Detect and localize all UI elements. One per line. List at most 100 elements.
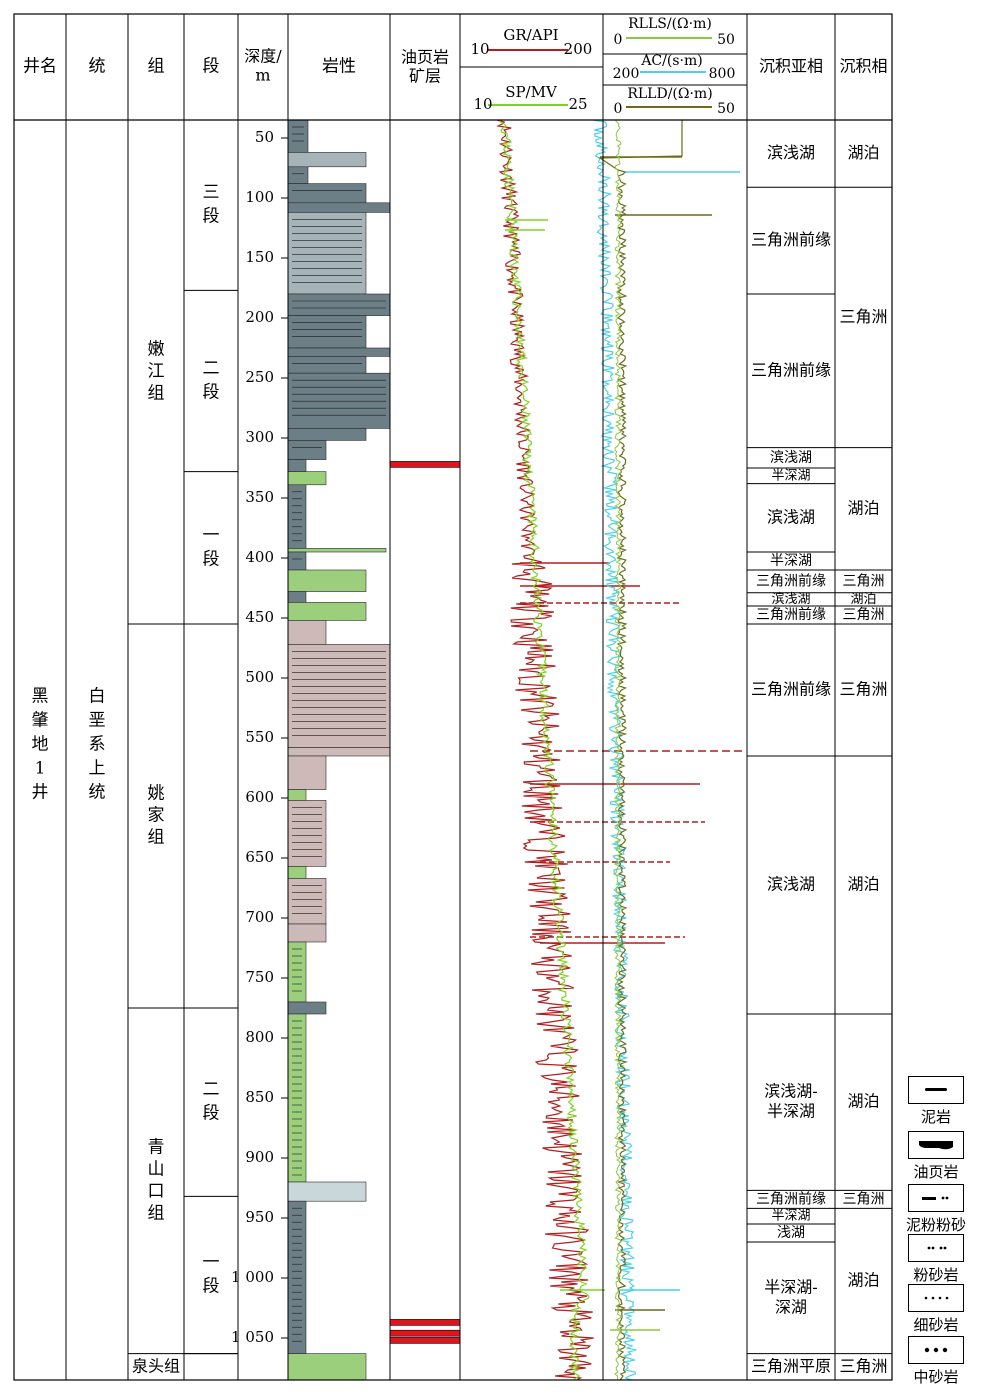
ac-min: 200 — [613, 66, 640, 82]
member-name: 三 — [203, 183, 220, 203]
member-name: 段 — [203, 1104, 220, 1124]
header-system: 统 — [89, 57, 106, 77]
member-name: 段 — [203, 549, 220, 569]
facies-name: 三角洲 — [839, 680, 887, 699]
rlld-min: 0 — [614, 101, 623, 117]
depth-label: 350 — [245, 488, 274, 506]
member-name: 一 — [203, 525, 220, 545]
header-lithology: 岩性 — [322, 57, 356, 77]
facies-name: 湖泊 — [847, 1271, 879, 1290]
series-name: 统 — [89, 783, 106, 803]
lithology-bed — [287, 202, 391, 213]
formation-name: 组 — [148, 828, 165, 848]
sp-min: 10 — [473, 95, 492, 113]
lithology-bed — [287, 1200, 307, 1354]
facies-name: 三角洲 — [843, 573, 885, 589]
lithology-bed — [287, 591, 307, 603]
ac-label: AC/(s·m) — [640, 53, 702, 69]
header-formation: 组 — [148, 57, 165, 77]
facies-name: 湖泊 — [847, 143, 879, 162]
series-name: 垩 — [89, 711, 106, 731]
subfacies-name: 滨浅湖 — [770, 450, 812, 466]
legend-symbol-mudstone — [908, 1076, 964, 1104]
well-name: 1 — [35, 759, 46, 779]
lithology-bed — [287, 1181, 367, 1202]
oil-shale-layer — [389, 461, 461, 468]
lithology-bed — [287, 878, 327, 925]
legend-label: 油页岩 — [913, 1163, 959, 1181]
lithology-bed — [287, 183, 367, 204]
fine-sandstone-pattern — [924, 1296, 949, 1300]
formation-name: 江 — [148, 362, 165, 382]
rlld-label: RLLD/(Ω·m) — [627, 86, 712, 102]
log-curve — [499, 119, 590, 1381]
depth-label: 450 — [245, 608, 274, 626]
facies-name: 三角洲 — [839, 307, 887, 326]
member-name: 段 — [203, 1277, 220, 1297]
depth-label: 750 — [245, 968, 274, 986]
medium-sandstone-pattern — [924, 1347, 948, 1353]
gr-max: 200 — [564, 40, 593, 58]
header-oil-shale: 油页岩 — [401, 48, 449, 67]
lithology-bed — [287, 941, 307, 1003]
subfacies-name: 三角洲前缘 — [751, 230, 831, 249]
log-curves — [496, 119, 745, 1381]
depth-label: 550 — [245, 728, 274, 746]
lithology-bed — [287, 484, 307, 549]
lithology-bed — [287, 644, 391, 748]
legend-label: 中砂岩 — [913, 1368, 959, 1386]
header-facies: 沉积相 — [839, 57, 887, 76]
series-name: 系 — [89, 735, 106, 755]
rlls-label: RLLS/(Ω·m) — [628, 16, 712, 32]
depth-label: 250 — [245, 368, 274, 386]
member-name: 段 — [203, 207, 220, 227]
depth-label: 1 000 — [231, 1268, 274, 1286]
header-depth-unit: m — [255, 66, 270, 85]
legend-symbol-siltstone — [908, 1234, 964, 1262]
formation-name: 家 — [148, 806, 165, 826]
oil-shale-layer — [389, 1329, 461, 1337]
header-oil-shale-layer: 矿层 — [409, 67, 441, 86]
depth-label: 500 — [245, 668, 274, 686]
oil-shale-pattern — [919, 1141, 953, 1150]
member-name: 二 — [203, 1080, 220, 1100]
lithology-bed — [287, 923, 327, 943]
depth-label: 100 — [245, 188, 274, 206]
subfacies-name: 三角洲前缘 — [756, 572, 826, 589]
depth-label: 650 — [245, 848, 274, 866]
well-name: 肇 — [32, 711, 49, 731]
lithology-bed — [287, 428, 367, 441]
sp-label: SP/MV — [505, 83, 558, 101]
mudstone-pattern — [925, 1088, 947, 1091]
header-well-name: 井名 — [23, 57, 57, 77]
facies-name: 三角洲 — [843, 607, 885, 623]
lithology-bed — [287, 293, 391, 316]
member-name: 一 — [203, 1253, 220, 1273]
well-name: 黑 — [32, 687, 49, 707]
lithology-bed — [287, 602, 367, 621]
header-subfacies: 沉积亚相 — [759, 57, 823, 76]
subfacies-name: 三角洲前缘 — [751, 680, 831, 699]
subfacies-name: 半深湖- — [764, 1277, 817, 1296]
lithology-bed — [287, 569, 367, 592]
depth-label: 300 — [245, 428, 274, 446]
well-name: 井 — [32, 783, 49, 803]
lithology-bed — [287, 1001, 327, 1015]
subfacies-name: 半深湖 — [770, 553, 812, 569]
subfacies-name: 三角洲平原 — [751, 1356, 831, 1375]
facies-name: 三角洲 — [843, 1191, 885, 1207]
lithology-bed — [287, 152, 367, 168]
facies-name: 湖泊 — [847, 1092, 879, 1111]
muddy-siltstone-pattern — [922, 1196, 949, 1200]
depth-label: 200 — [245, 308, 274, 326]
legend-label: 泥岩 — [920, 1108, 951, 1126]
oil-shale-layer — [389, 1337, 461, 1344]
subfacies-name: 三角洲前缘 — [751, 360, 831, 379]
lithology-bed — [287, 356, 367, 374]
lithology-bed — [287, 1353, 367, 1381]
facies-name: 湖泊 — [847, 498, 879, 517]
formation-name: 组 — [148, 384, 165, 404]
ac-max: 800 — [709, 66, 736, 82]
formation-name: 嫩 — [148, 340, 165, 360]
lithology-bed — [287, 347, 391, 357]
